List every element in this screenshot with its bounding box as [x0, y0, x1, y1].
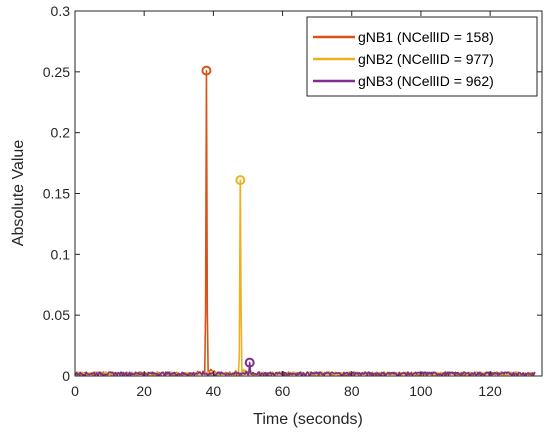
- legend-label-2: gNB2 (NCellID = 977): [358, 51, 494, 67]
- series-line-3: [74, 361, 536, 376]
- series-line-1: [74, 69, 536, 376]
- legend-box: [306, 16, 538, 97]
- x-tick-label: 60: [275, 383, 291, 399]
- peak-marker-2: [235, 175, 246, 186]
- y-tick-label: 0.25: [43, 64, 70, 80]
- x-axis-title: Time (seconds): [253, 411, 363, 428]
- y-tick-label: 0.3: [51, 3, 71, 19]
- series-layer: [74, 65, 536, 376]
- x-tick-label: 0: [71, 383, 79, 399]
- y-tick-label: 0.1: [51, 246, 71, 262]
- x-tick-label: 80: [344, 383, 360, 399]
- legend-label-1: gNB1 (NCellID = 158): [358, 29, 494, 45]
- peak-marker-1: [201, 65, 212, 76]
- y-tick-label: 0.05: [43, 307, 70, 323]
- x-tick-label: 120: [478, 383, 502, 399]
- x-tick-label: 100: [409, 383, 433, 399]
- series-line-2: [74, 179, 536, 376]
- y-tick-label: 0.15: [43, 186, 70, 202]
- x-tick-label: 40: [206, 383, 222, 399]
- peak-marker-3: [244, 357, 255, 368]
- y-tick-label: 0: [62, 368, 70, 384]
- x-tick-label: 20: [136, 383, 152, 399]
- legend-label-3: gNB3 (NCellID = 962): [358, 73, 494, 89]
- y-axis-title: Absolute Value: [10, 140, 27, 247]
- legend: gNB1 (NCellID = 158) gNB2 (NCellID = 977)…: [306, 16, 538, 97]
- tick-layer: 0 20 40 60 80 100 120 0 0.05 0.1 0.15 0.2 0.25 0.3: [43, 3, 542, 399]
- y-tick-label: 0.2: [51, 125, 71, 141]
